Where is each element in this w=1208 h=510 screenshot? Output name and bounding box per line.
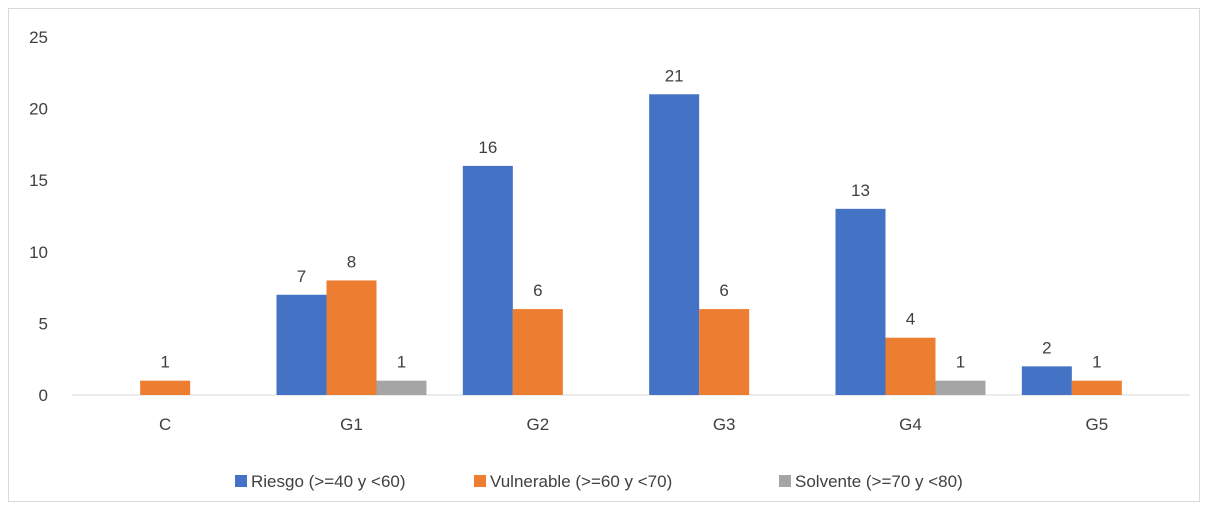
data-label: 21 [665,66,684,85]
data-label: 8 [347,252,356,271]
bar [1071,380,1122,395]
bar [512,309,563,395]
data-label: 1 [956,353,965,372]
data-label: 16 [478,138,497,157]
legend-label: Riesgo (>=40 y <60) [251,472,406,491]
data-label: 4 [906,310,915,329]
legend-swatch [474,475,486,487]
y-tick-label: 15 [29,171,48,190]
legend-swatch [235,475,247,487]
x-tick-label: G3 [713,415,736,434]
data-label: 1 [160,353,169,372]
data-label: 1 [397,353,406,372]
y-tick-label: 10 [29,243,48,262]
bar [326,280,377,395]
data-label: 2 [1042,338,1051,357]
bar [140,380,191,395]
bar [835,208,886,395]
data-label: 6 [533,281,542,300]
chart-frame [8,8,1200,502]
bar [885,337,936,395]
bar [276,294,327,395]
data-label: 6 [719,281,728,300]
bar [462,165,513,395]
x-tick-label: G2 [526,415,549,434]
bar [935,380,986,395]
x-tick-label: G5 [1085,415,1108,434]
legend-label: Vulnerable (>=60 y <70) [490,472,672,491]
y-tick-label: 0 [39,386,48,405]
x-tick-label: G1 [340,415,363,434]
legend-label: Solvente (>=70 y <80) [795,472,963,491]
data-label: 1 [1092,353,1101,372]
bar [376,380,427,395]
y-tick-label: 5 [39,314,48,333]
bar [699,309,750,395]
y-tick-label: 20 [29,100,48,119]
x-tick-label: G4 [899,415,922,434]
y-tick-label: 25 [29,28,48,47]
x-tick-label: C [159,415,171,434]
data-label: 13 [851,181,870,200]
bar [1021,366,1072,395]
legend-swatch [779,475,791,487]
bar [649,94,700,395]
data-label: 7 [297,267,306,286]
